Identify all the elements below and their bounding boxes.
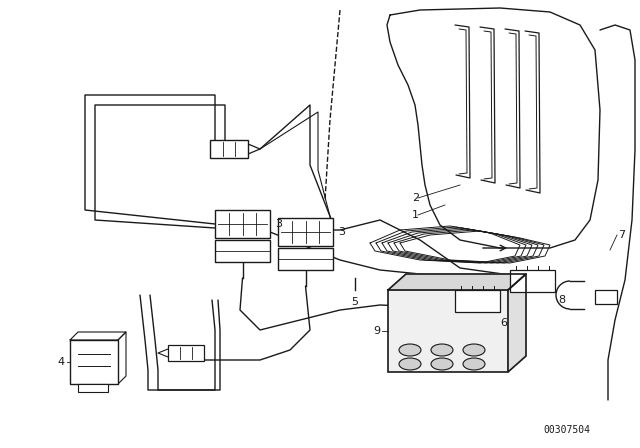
Ellipse shape (431, 358, 453, 370)
Bar (78, 384, 108, 392)
Bar (215, 240, 270, 262)
Text: 4: 4 (58, 357, 65, 367)
Bar (278, 248, 333, 270)
Ellipse shape (399, 344, 421, 356)
Text: 6: 6 (500, 318, 507, 328)
Bar (595, 290, 617, 304)
Text: 3: 3 (338, 227, 345, 237)
Bar (70, 340, 118, 384)
Bar (168, 345, 204, 361)
Polygon shape (508, 274, 526, 372)
Bar (510, 270, 555, 292)
Ellipse shape (463, 344, 485, 356)
Text: 1: 1 (412, 210, 419, 220)
Bar (210, 140, 248, 158)
Text: 2: 2 (412, 193, 419, 203)
Ellipse shape (431, 344, 453, 356)
Bar (388, 290, 508, 372)
Text: 5: 5 (351, 297, 358, 307)
Text: 8: 8 (558, 295, 565, 305)
Bar (215, 210, 270, 238)
Text: 00307504: 00307504 (543, 425, 590, 435)
Ellipse shape (463, 358, 485, 370)
Text: 3: 3 (275, 219, 282, 229)
Ellipse shape (399, 358, 421, 370)
Polygon shape (388, 274, 526, 290)
Bar (455, 290, 500, 312)
Bar (278, 218, 333, 246)
Text: 9: 9 (373, 326, 380, 336)
Text: 7: 7 (618, 230, 625, 240)
